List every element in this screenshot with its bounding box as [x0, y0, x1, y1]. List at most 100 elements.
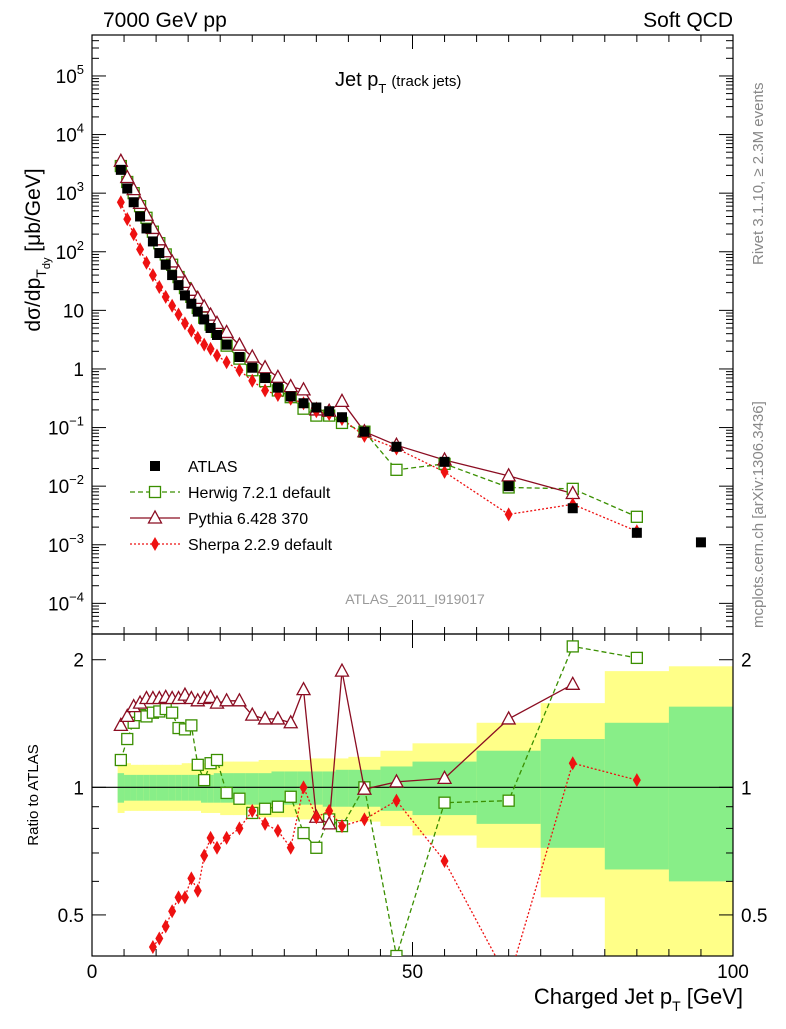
mcplots-label: mcplots.cern.ch [arXiv:1306.3436]	[750, 401, 767, 628]
band-green-bin	[309, 771, 324, 805]
ratio-point-pythia	[283, 714, 299, 729]
band-green-bin	[258, 773, 272, 805]
main-point-atlas	[115, 164, 126, 175]
ratio-point-sherpa	[299, 780, 308, 795]
y-tick-label: 104	[56, 121, 84, 147]
main-point-atlas	[154, 248, 165, 259]
ratio-point-sherpa	[180, 890, 189, 905]
ratio-ylabel: Ratio to ATLAS	[25, 744, 42, 845]
ratio-point-sherpa	[440, 854, 449, 869]
y-tick-label: 102	[56, 238, 84, 264]
ratio-point-sherpa	[325, 803, 334, 818]
ratio-point-herwig	[220, 786, 233, 800]
main-point-sherpa	[248, 373, 257, 388]
main-point-atlas	[186, 298, 197, 309]
main-point-sherpa	[136, 242, 145, 257]
main-line-pythia	[120, 161, 573, 495]
main-point-pythia	[501, 467, 517, 482]
ratio-point-sherpa	[235, 821, 244, 836]
main-data	[113, 152, 706, 548]
main-point-atlas	[205, 322, 216, 333]
main-point-sherpa	[261, 383, 270, 398]
main-point-atlas	[695, 537, 706, 548]
band-green-bin	[540, 739, 606, 848]
main-point-sherpa	[129, 227, 138, 242]
ratio-point-pythia	[356, 780, 373, 795]
main-point-atlas	[199, 314, 210, 325]
y-tick-label: 10−1	[48, 414, 84, 440]
ratio-y-tick-label: 0.5	[741, 906, 767, 927]
ratio-y-tick-label: 0.5	[58, 906, 84, 927]
main-point-atlas	[247, 362, 258, 373]
main-point-pythia	[244, 348, 260, 363]
ratio-point-herwig	[566, 640, 579, 653]
main-point-atlas	[311, 402, 322, 413]
legend-marker	[151, 537, 159, 551]
main-point-sherpa	[161, 289, 170, 304]
x-tick-label: 100	[717, 962, 749, 983]
ratio-point-sherpa	[273, 823, 282, 838]
main-point-pythia	[283, 378, 299, 393]
main-point-atlas	[192, 306, 203, 317]
ratio-point-sherpa	[206, 830, 215, 845]
main-point-sherpa	[187, 323, 196, 338]
ratio-point-sherpa	[632, 773, 641, 788]
ratio-point-sherpa	[505, 974, 513, 988]
legend-label: Herwig 7.2.1 default	[188, 485, 331, 502]
y-tick-label: 103	[56, 179, 84, 205]
main-point-sherpa	[222, 355, 231, 370]
ratio-point-sherpa	[568, 756, 577, 771]
main-point-atlas	[359, 426, 370, 437]
ratio-point-herwig	[630, 651, 643, 665]
main-point-sherpa	[142, 255, 151, 270]
main-point-herwig	[390, 463, 403, 476]
ratio-data	[113, 640, 643, 988]
legend-marker	[147, 509, 163, 524]
legend-label: ATLAS	[188, 459, 238, 476]
y-tick-label: 10−2	[48, 472, 84, 498]
ratio-bands	[117, 666, 733, 956]
main-point-atlas	[391, 441, 402, 452]
main-point-pythia	[119, 169, 135, 184]
y-tick-label: 1	[73, 360, 84, 381]
ratio-point-pythia	[501, 710, 517, 725]
legend: ATLAS Herwig 7.2.1 default Pythia 6.428 37…	[130, 459, 333, 554]
ratio-point-herwig	[210, 753, 224, 767]
y-tick-label: 10	[63, 301, 84, 322]
ratio-point-sherpa	[286, 840, 295, 855]
legend-label: Sherpa 2.2.9 default	[188, 537, 333, 554]
y-tick-label: 105	[56, 62, 84, 88]
main-line-sherpa	[120, 202, 638, 532]
ratio-point-pythia	[244, 706, 260, 721]
main-point-sherpa	[193, 330, 202, 345]
main-point-pythia	[219, 324, 235, 339]
band-green-bin	[668, 706, 733, 882]
analysis-id: ATLAS_2011_I919017	[345, 591, 485, 607]
ratio-point-sherpa	[148, 940, 157, 955]
band-green-bin	[207, 774, 215, 803]
main-point-sherpa	[212, 348, 221, 363]
ratio-point-sherpa	[155, 931, 164, 946]
ratio-point-pythia	[334, 662, 350, 677]
ratio-point-herwig	[258, 802, 272, 815]
ratio-point-herwig	[165, 706, 179, 719]
ratio-point-pythia	[321, 815, 337, 830]
ratio-point-sherpa	[248, 803, 257, 818]
ratio-point-pythia	[202, 689, 219, 704]
ratio-point-herwig	[121, 732, 134, 746]
ratio-point-sherpa	[193, 883, 202, 898]
main-point-sherpa	[235, 363, 244, 378]
y-tick-label: 10−4	[48, 589, 84, 615]
ratio-point-sherpa	[174, 890, 183, 905]
band-green-bin	[200, 774, 208, 803]
main-point-atlas	[324, 406, 335, 417]
header-left: 7000 GeV pp	[103, 9, 227, 32]
main-point-atlas	[211, 329, 222, 340]
main-point-sherpa	[123, 212, 132, 227]
ratio-point-herwig	[271, 800, 285, 813]
ratio-point-sherpa	[312, 810, 321, 825]
rivet-label: Rivet 3.1.10, ≥ 2.3M events	[750, 83, 767, 266]
ratio-point-herwig	[127, 716, 140, 729]
ratio-point-pythia	[270, 710, 286, 725]
